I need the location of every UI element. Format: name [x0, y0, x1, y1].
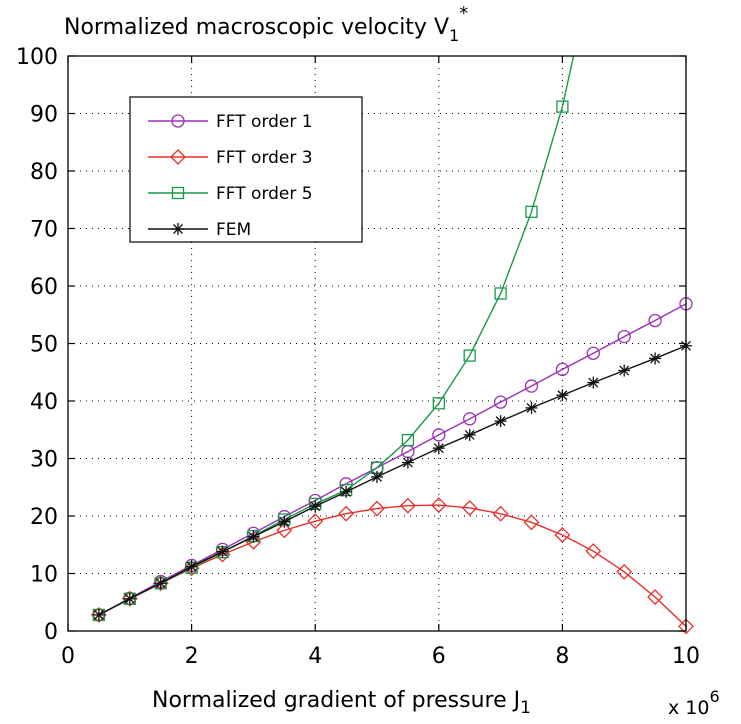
- y-tick-label: 40: [30, 390, 58, 415]
- data-point: [678, 618, 694, 635]
- data-point: [616, 563, 633, 580]
- series-2: [90, 497, 694, 635]
- data-point: [154, 577, 167, 590]
- x-tick-label: 8: [555, 644, 569, 669]
- legend: FFT order 1 FFT order 3 FFT order 5 FEM: [129, 96, 363, 243]
- data-point: [586, 346, 600, 360]
- data-point: [649, 352, 662, 365]
- data-point: [185, 560, 198, 573]
- chart-title: Normalized macroscopic velocity V1*: [64, 3, 468, 45]
- legend-label: FFT order 5: [216, 184, 313, 204]
- x-axis-multiplier-prefix: x 10: [668, 697, 709, 719]
- legend-entry: FEM: [148, 220, 251, 240]
- data-point: [123, 592, 136, 605]
- legend-swatch-marker: [170, 149, 186, 165]
- data-point: [463, 349, 476, 362]
- data-point: [524, 379, 539, 393]
- data-point: [401, 456, 414, 469]
- data-point: [617, 329, 631, 344]
- y-tick-label: 0: [44, 620, 58, 645]
- data-point: [525, 401, 538, 414]
- y-tick-label: 90: [30, 103, 58, 128]
- legend-entry: FFT order 1: [148, 112, 313, 132]
- legend-entry: FFT order 5: [148, 184, 313, 204]
- data-point: [307, 513, 324, 530]
- y-tick-label: 100: [16, 45, 58, 70]
- data-point: [463, 428, 476, 441]
- y-tick-label: 50: [30, 333, 58, 358]
- data-point: [430, 497, 447, 513]
- x-tick-label: 2: [185, 644, 199, 669]
- data-point: [556, 389, 569, 402]
- data-point: [554, 527, 571, 543]
- chart-title-main: Normalized macroscopic velocity V: [64, 15, 449, 40]
- x-axis-multiplier-exponent: 6: [709, 687, 719, 706]
- data-point: [369, 500, 385, 517]
- series-layer: [90, 56, 694, 635]
- data-point: [556, 100, 569, 113]
- legend-entry: FFT order 3: [148, 148, 313, 168]
- x-axis-label-main: Normalized gradient of pressure J: [152, 688, 520, 713]
- data-point: [555, 362, 570, 377]
- chart-title-superscript: *: [459, 3, 468, 24]
- legend-label: FFT order 3: [216, 148, 313, 168]
- y-tick-label: 10: [30, 563, 58, 588]
- legend-label: FEM: [216, 220, 251, 240]
- y-tick-label: 60: [30, 275, 58, 300]
- y-tick-label: 20: [30, 505, 58, 530]
- y-tick-label: 70: [30, 218, 58, 243]
- y-tick-label: 80: [30, 160, 58, 185]
- x-tick-label: 10: [672, 644, 700, 669]
- data-point: [647, 589, 664, 605]
- data-point: [278, 515, 291, 528]
- data-point: [432, 428, 446, 442]
- data-point: [461, 500, 478, 516]
- y-tick-label: 30: [30, 448, 58, 473]
- data-point: [247, 530, 260, 543]
- chart-title-subscript: 1: [449, 26, 459, 45]
- data-point: [338, 505, 355, 522]
- series-4: [92, 339, 692, 621]
- x-axis-multiplier: x 106: [668, 687, 720, 719]
- legend-swatch-marker: [171, 114, 185, 128]
- data-point: [494, 415, 507, 428]
- data-point: [92, 608, 105, 621]
- data-point: [340, 485, 353, 498]
- data-point: [309, 500, 322, 513]
- legend-label: FFT order 1: [216, 112, 313, 132]
- data-point: [399, 497, 416, 514]
- legend-swatch-marker: [172, 223, 184, 235]
- data-point: [492, 505, 509, 522]
- data-point: [525, 205, 538, 218]
- data-point: [618, 364, 631, 377]
- data-point: [216, 545, 229, 558]
- data-point: [494, 287, 507, 300]
- data-point: [371, 470, 383, 483]
- data-point: [432, 442, 445, 455]
- x-axis-label: Normalized gradient of pressure J1: [152, 688, 531, 718]
- data-point: [463, 412, 477, 426]
- data-point: [585, 543, 602, 559]
- series-line: [98, 345, 686, 616]
- data-point: [587, 376, 600, 389]
- data-point: [493, 395, 508, 409]
- x-tick-label: 4: [308, 644, 322, 669]
- data-point: [401, 433, 415, 447]
- data-point: [276, 522, 293, 539]
- legend-swatch-marker: [171, 186, 185, 200]
- x-tick-label: 0: [61, 644, 75, 669]
- x-axis-label-subscript: 1: [520, 698, 531, 718]
- data-point: [523, 514, 540, 531]
- data-point: [432, 397, 445, 410]
- data-point: [648, 313, 662, 328]
- x-tick-label: 6: [432, 644, 446, 669]
